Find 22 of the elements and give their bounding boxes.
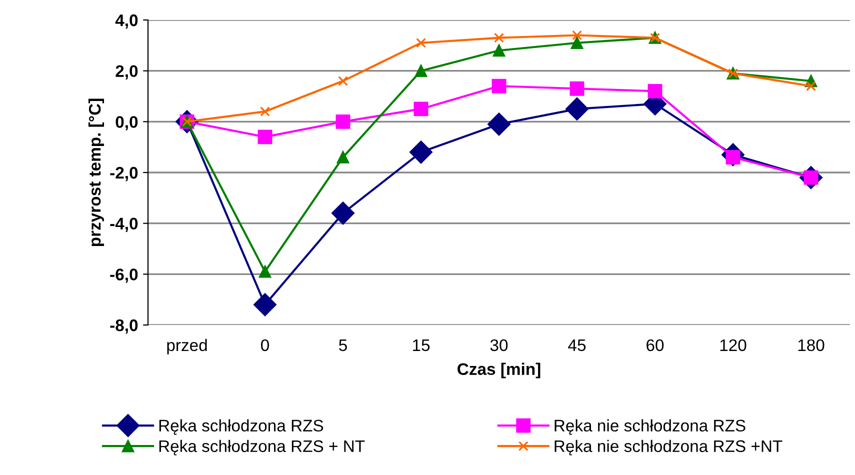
x-tick-label: 45: [568, 340, 586, 352]
y-tick-label: 2,0: [116, 65, 138, 80]
legend-label: Ręka nie schłodzona RZS +NT: [554, 440, 782, 456]
x-tick-label: przed: [167, 338, 207, 354]
y-tick-label: -8,0: [110, 319, 138, 334]
legend-label: Ręka nie schłodzona RZS: [554, 419, 746, 435]
y-tick-label: 0,0: [116, 116, 138, 130]
legend-label: Ręka schłodzona RZS: [159, 419, 324, 435]
x-tick-label: 120: [720, 339, 746, 352]
x-tick-label: 60: [646, 339, 664, 352]
x-tick-label: 15: [413, 340, 430, 352]
y-tick-label: -2,0: [110, 166, 138, 182]
x-tick-label: 0: [261, 339, 269, 352]
legend-label: Ręka schłodzona RZS + NT: [159, 440, 365, 456]
y-tick-label: -6,0: [110, 268, 138, 283]
x-tick-label: 30: [490, 339, 508, 352]
x-tick-label: 180: [798, 339, 824, 352]
y-tick-label: -4,0: [110, 218, 138, 232]
x-tick-label: 5: [339, 340, 347, 352]
y-tick-label: 4,0: [115, 14, 138, 29]
x-axis-title: Czas [min]: [458, 362, 540, 378]
y-axis-title: przyrost temp. [°C]: [88, 98, 104, 246]
